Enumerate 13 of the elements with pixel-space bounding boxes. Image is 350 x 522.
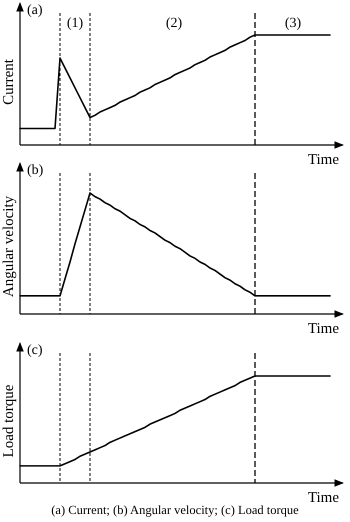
y-axis-title: Angular velocity	[1, 195, 17, 298]
y-axis-title: Current	[1, 58, 17, 105]
text: (3)	[284, 16, 302, 31]
chart-title: (c)	[27, 343, 43, 358]
text: (1)	[66, 16, 84, 31]
x-axis-title: Time	[308, 321, 340, 337]
text: (a) Current; (b) Angular velocity; (c) Load torque	[51, 503, 300, 517]
y-axis-title: Load torque	[1, 384, 17, 458]
x-axis-title: Time	[308, 152, 340, 168]
chart-title: (b)	[27, 163, 44, 178]
chart-title: (a)	[27, 3, 43, 18]
x-axis-title: Time	[308, 490, 340, 506]
text: (2)	[166, 16, 182, 31]
